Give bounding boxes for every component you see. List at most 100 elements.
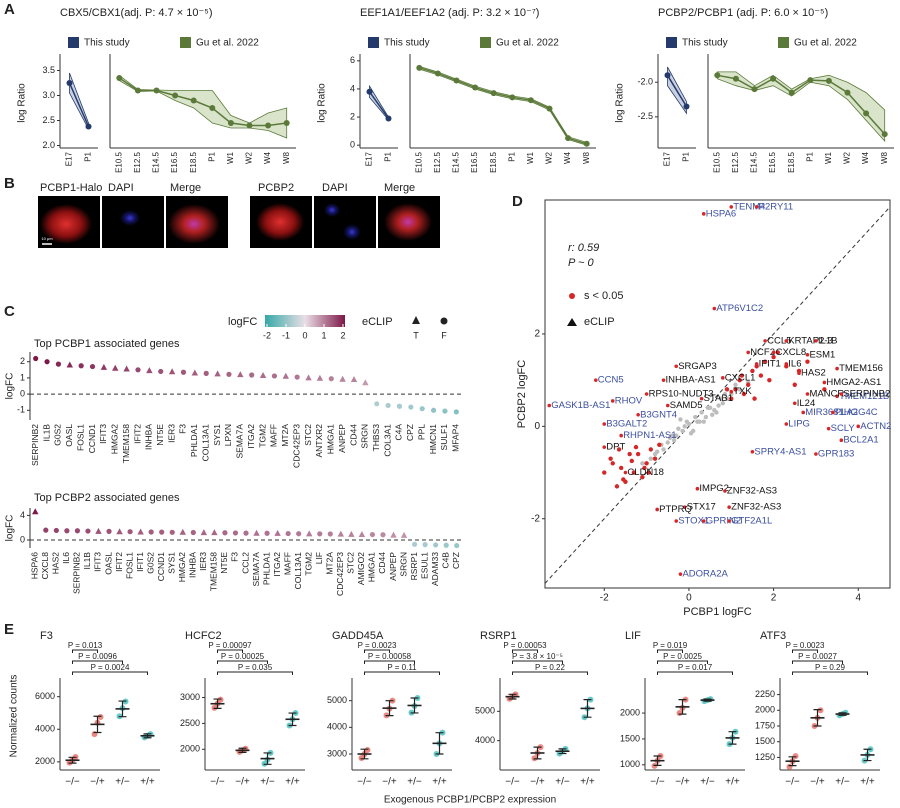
point (232, 530, 239, 536)
x-tick-label: G0S2 (145, 552, 155, 574)
point-label: PLA2G4C (835, 407, 878, 418)
labeled-point (746, 350, 750, 355)
point (434, 70, 441, 77)
x-tick-label: IL6 (61, 552, 71, 564)
legend-label: T (413, 330, 419, 340)
labeled-point (661, 378, 666, 382)
panel-letter: A (4, 1, 15, 18)
x-tick-label: HMGA2 (177, 552, 187, 583)
x-tick-label: HMGA1 (367, 552, 377, 583)
point-label: SCLY (831, 423, 856, 434)
bracket (657, 660, 708, 664)
chart-title: HCFC2 (185, 630, 222, 642)
point (85, 123, 92, 130)
cell-signal (384, 203, 432, 241)
image-label: DAPI (108, 182, 134, 194)
point (614, 484, 620, 489)
legend-dot (569, 293, 575, 299)
point (317, 531, 323, 537)
p-value: P = 0.00025 (221, 652, 265, 661)
bracket (364, 671, 440, 675)
y-tick-label: 4000 (327, 722, 347, 732)
p-value: P = 0.019 (653, 641, 688, 650)
x-tick-label: HMGA1 (326, 424, 336, 455)
point-label: STAB1 (704, 393, 733, 404)
x-tick-label: SEMA7A (235, 424, 245, 459)
point (227, 120, 234, 126)
colorbar-tick-label: 0 (302, 330, 307, 340)
y-tick-label: 1500 (620, 733, 640, 743)
point (671, 437, 677, 443)
y-tick-label: 1750 (755, 720, 775, 730)
point (771, 354, 776, 360)
labeled-point (797, 371, 801, 376)
x-tick-label: W4 (263, 151, 272, 164)
point-label: BCL2A1 (843, 435, 878, 446)
ribbon (118, 74, 288, 139)
x-tick-label: E17 (65, 151, 74, 166)
labeled-point (835, 366, 839, 371)
x-tick-label: IL1B (41, 424, 51, 442)
point (693, 414, 698, 420)
x-tick-label: E16.5 (470, 151, 479, 172)
x-tick-label: W1 (226, 151, 235, 164)
y-tick-label: 6000 (35, 691, 55, 701)
point (737, 377, 742, 383)
x-tick-label: W8 (880, 151, 889, 164)
legend-label: This study (384, 38, 430, 49)
x-tick-label: E17 (663, 151, 672, 166)
y-tick-label: 1500 (755, 736, 775, 746)
point (366, 88, 373, 95)
point (752, 396, 757, 401)
y-tick-label: 4000 (35, 724, 55, 734)
point (209, 105, 216, 111)
x-tick-label: E12.5 (731, 151, 740, 172)
x-tick-label: HMCN1 (428, 424, 438, 454)
x-tick-label: HSPA6 (30, 552, 40, 580)
y-axis-label: Normalized counts (9, 675, 20, 758)
point (33, 355, 39, 362)
x-tick-label: ANTXR2 (314, 424, 324, 458)
labeled-point (695, 486, 700, 491)
x-tick-label: C4A (394, 424, 404, 441)
x-tick-label: ITGA2 (272, 552, 282, 577)
x-tick-label: TGM2 (303, 552, 313, 576)
x-tick-label: RSRP1 (409, 552, 419, 581)
nucleus (120, 210, 140, 226)
x-tick-label: F3 (178, 424, 188, 434)
x-tick-label: −/+ (90, 777, 105, 788)
point (714, 410, 719, 415)
x-tick-label: CDC42EP3 (335, 552, 345, 596)
point (106, 528, 112, 534)
point (430, 407, 437, 413)
x-tick-label: THBS3 (371, 424, 381, 452)
labeled-point (593, 378, 598, 382)
point (682, 424, 687, 429)
x-tick-label: SYS1 (166, 552, 176, 574)
point (741, 391, 747, 397)
point-label: GASK1B-AS1 (551, 400, 610, 411)
point (714, 72, 721, 79)
labeled-point (839, 392, 844, 396)
x-tick-label: LIF (314, 552, 324, 564)
point (631, 470, 637, 475)
p-value: P = 0.017 (678, 663, 713, 672)
point-label: ZNF32-AS3 (731, 502, 781, 513)
x-tick-label: TGM2 (257, 424, 267, 448)
bracket (657, 671, 733, 675)
point (454, 542, 460, 549)
bracket (217, 649, 243, 653)
bracket (792, 671, 868, 675)
point (453, 409, 459, 415)
y-tick-label: 2 (350, 111, 355, 121)
point (627, 451, 632, 457)
y-tick-label: 0 (20, 534, 25, 544)
point (733, 382, 738, 387)
x-tick-label: FOSL1 (124, 552, 134, 579)
p-value: P = 0.035 (238, 663, 273, 672)
point (688, 431, 694, 436)
x-tick-label: W2 (545, 151, 554, 164)
point (676, 426, 681, 431)
x-tick-label: E14.5 (750, 151, 759, 172)
bracket (72, 660, 123, 664)
